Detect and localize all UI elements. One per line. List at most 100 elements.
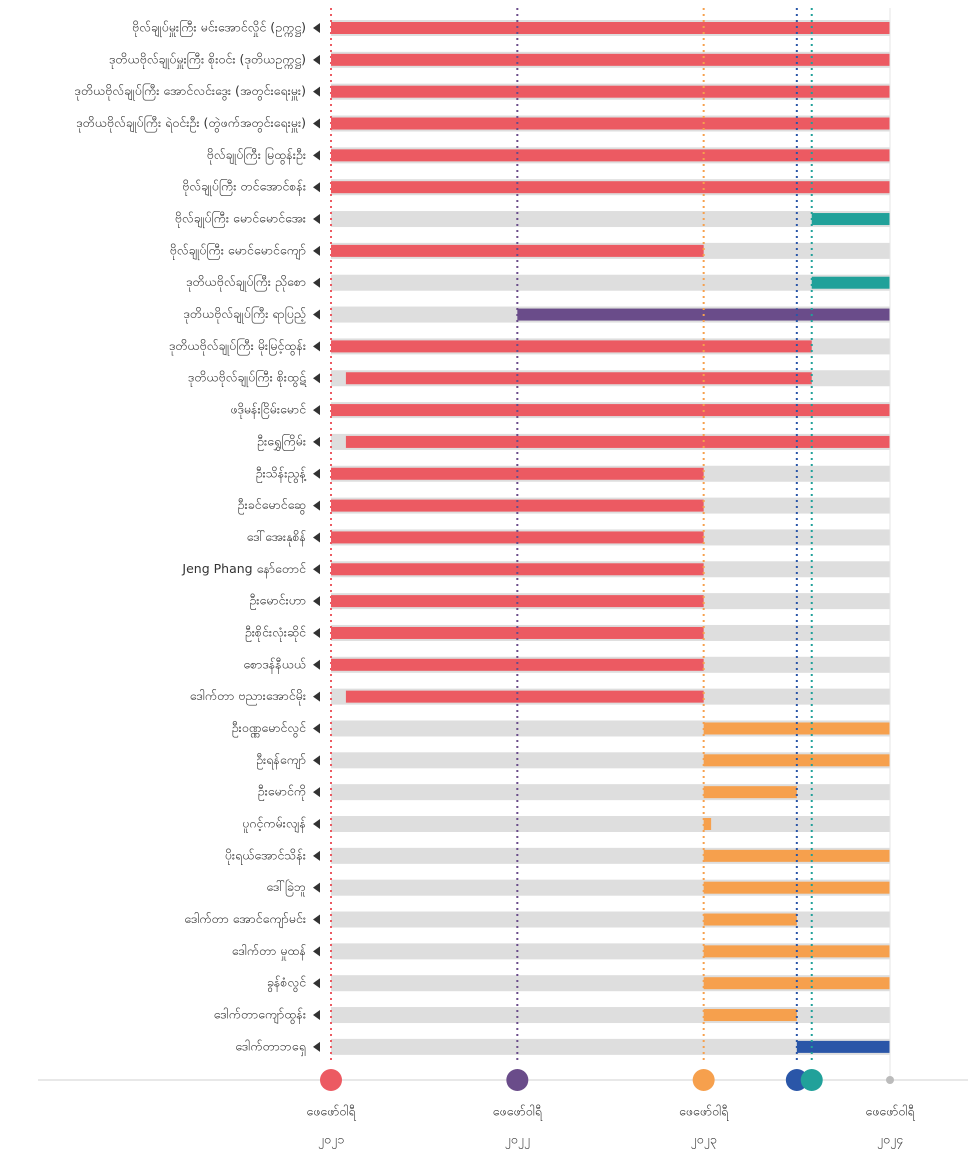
row-arrow [313,850,320,861]
row-label: ခွန်စံလွင် [267,975,307,993]
row-label: ဦးဝဏ္ဏမောင်လွင် [232,720,307,738]
row-arrow [313,787,320,798]
bar [331,595,704,608]
row-background [331,1007,890,1024]
row-label: စောဒန်နီယယ် [243,656,306,674]
bar [703,881,890,894]
bar [331,404,890,417]
row-background [331,816,890,832]
x-tick-label: ဖေဖော်ဝါရီ [679,1104,729,1122]
bar [703,913,797,926]
row-arrow [313,564,320,575]
row-background [331,784,890,801]
row-arrow [313,500,320,511]
bar [811,213,890,226]
row-arrow [313,118,320,129]
row-arrow [313,277,320,288]
row-label: ဦးသိန်းညွန့် [256,465,307,483]
bar [331,467,704,480]
bar [331,563,704,576]
row-label: ဒုတိယဗိုလ်ချုပ်ကြီး ရဲဝင်းဦး (တွဲဖက်အတွင… [76,114,306,133]
row-label: ဦးမောင်းဟာ [249,593,306,611]
bar [703,754,890,767]
row-label: ပူဂင့်ကမ်းလျန် [242,816,307,834]
row-arrow [313,819,320,829]
marker-dot [506,1069,529,1091]
row-arrow [313,245,320,256]
bar [331,22,890,34]
row-label: ဒုတိယဗိုလ်ချုပ်ကြီး မိုးမြင့်ထွန်း [169,337,306,356]
row-label: ဒုတိယဗိုလ်ချုပ်ကြီး ရာပြည့် [183,305,306,324]
bar [345,372,812,385]
row-arrow [313,309,320,320]
x-tick-label: ၂၀၂၂ [505,1132,530,1150]
row-background [331,211,890,228]
bar [331,244,704,257]
row-arrow [313,532,320,543]
row-arrow [313,1041,320,1052]
row-label: ဦးစိုင်းလုံးဆိုင် [245,624,307,642]
bar [331,658,704,671]
row-label: ဒေါ်အေးနုစိန် [247,529,307,547]
row-arrow [313,946,320,957]
x-tick-label: ဖေဖော်ဝါရီ [493,1104,543,1122]
row-background [331,1038,890,1055]
row-arrow [313,405,320,416]
bar [703,786,797,799]
marker-dot [692,1069,715,1091]
row-arrow [313,468,320,479]
row-label: ဦးရန်ကျော် [256,752,306,770]
row-label: ဗိုလ်ချုပ်မှူးကြီး မင်းအောင်လှိုင် (ဥက္က… [132,19,306,38]
bar [331,499,704,512]
row-arrow [313,23,320,33]
row-arrow [313,54,320,65]
row-arrow [313,691,320,702]
x-tick-label: ဖေဖော်ဝါရီ [865,1104,915,1122]
row-label: ဒုတိယဗိုလ်ချုပ်ကြီး အောင်လင်းဒွေး (အတွင်… [74,82,306,101]
row-arrow [313,1010,320,1021]
row-arrow [313,978,320,989]
bar [331,53,890,66]
bar [331,85,890,98]
row-arrow [313,627,320,638]
bar [703,818,712,830]
row-label: ဒုတိယဗိုလ်ချုပ်ကြီး ညိုစော [186,273,306,292]
row-label: ဒေါက်တာ ဗညားအောင်မိုး [190,688,306,706]
x-tick-label: ၂၀၂၃ [690,1132,716,1150]
row-label: ဒေါက်တာ အောင်ကျော်မင်း [184,911,306,929]
row-label: ဒုတိယဗိုလ်ချုပ်မှူးကြီး စိုးဝင်း (ဒုတိယဥ… [109,50,306,69]
row-arrow [313,596,320,607]
row-label: ဦးရွှေကြိမ်း [257,432,306,451]
bar [345,690,704,703]
row-label: ဒေါက်တာ မှုထန် [232,943,307,961]
row-arrow [313,723,320,734]
row-arrow [313,150,320,161]
row-background [331,274,890,291]
row-arrow [313,182,320,193]
bar [331,149,890,162]
marker-dot [320,1069,342,1091]
row-arrow [313,659,320,670]
row-label: ဒုတိယဗိုလ်ချုပ်ကြီး စိုးထွဋ် [188,369,307,388]
bar [703,977,890,990]
marker-dot [886,1076,894,1084]
row-arrow [313,436,320,447]
bar [331,117,890,130]
row-label: ဦးခင်မောင်ဆွေ [238,497,306,515]
row-label: ပိုးရယ်အောင်သိန်း [225,847,306,865]
row-label: ဖဒိုမန်းငြိမ်းမောင် [230,402,306,420]
row-background [331,911,890,928]
bar [811,276,890,289]
row-arrow [313,86,320,97]
bar [703,1009,797,1022]
x-tick-label: ဖေဖော်ဝါရီ [306,1104,356,1122]
x-tick-label: ၂၀၂၄ [877,1132,903,1150]
row-label: ဗိုလ်ချုပ်ကြီး မောင်မောင်အေး [175,210,306,229]
row-label: ဗိုလ်ချုပ်ကြီး တင်အောင်စန်း [182,178,306,197]
row-label: ဗိုလ်ချုပ်ကြီး မြထွန်းဦး [207,146,306,165]
bar [331,181,890,194]
row-arrow [313,882,320,893]
x-tick-label: ၂၀၂၁ [318,1132,344,1150]
row-arrow [313,214,320,225]
